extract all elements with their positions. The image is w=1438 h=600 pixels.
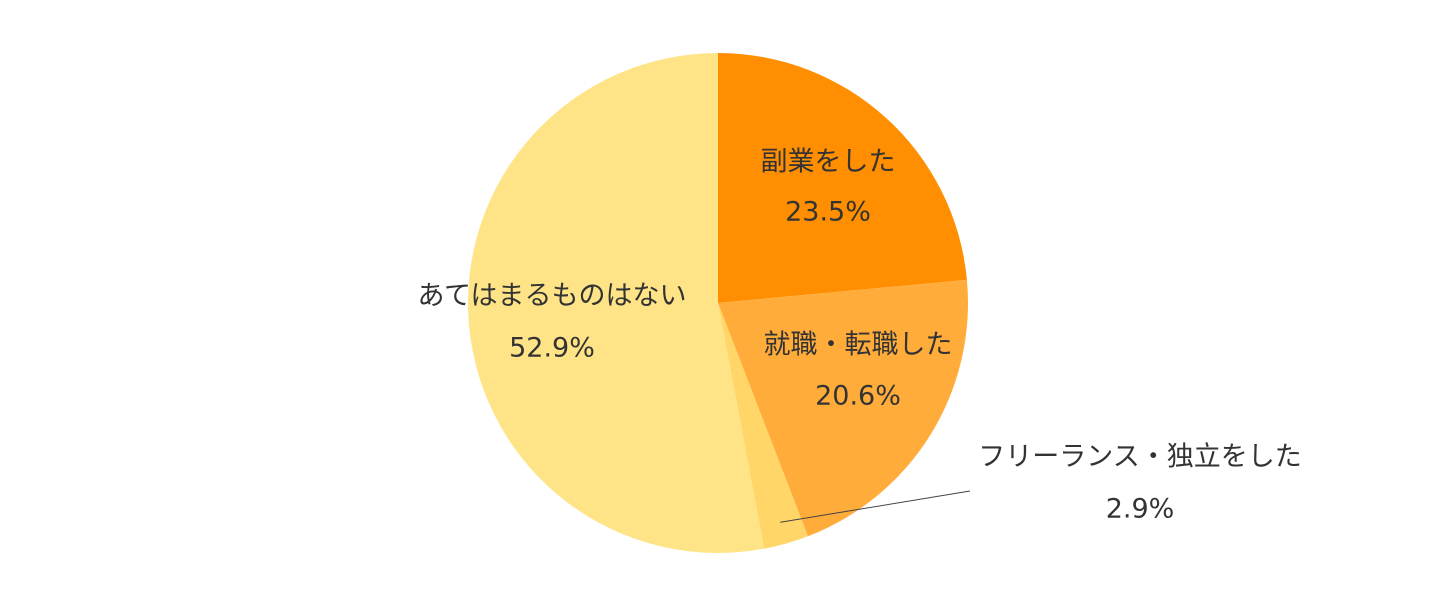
slice-label-none: あてはまるものはない — [418, 281, 687, 312]
slice-value-job-change: 20.6% — [815, 381, 901, 412]
slice-labels: 副業をした 23.5% 就職・転職した 20.6% フリーランス・独立をした 2.9% あて… — [418, 147, 1302, 525]
slice-label-job-change: 就職・転職した — [764, 330, 953, 361]
slice-value-side-job: 23.5% — [785, 197, 871, 228]
slice-value-freelance: 2.9% — [1106, 494, 1175, 525]
slice-value-none: 52.9% — [509, 333, 595, 364]
leader-line-freelance — [780, 490, 971, 523]
pie-slice-side-job — [718, 53, 967, 303]
pie-slice-freelance — [718, 303, 808, 549]
slice-label-freelance: フリーランス・独立をした — [978, 442, 1301, 473]
pie-slices — [468, 53, 968, 553]
slice-label-side-job: 副業をした — [761, 147, 896, 178]
pie-slice-job-change — [718, 279, 968, 537]
pie-slice-none — [468, 53, 765, 553]
